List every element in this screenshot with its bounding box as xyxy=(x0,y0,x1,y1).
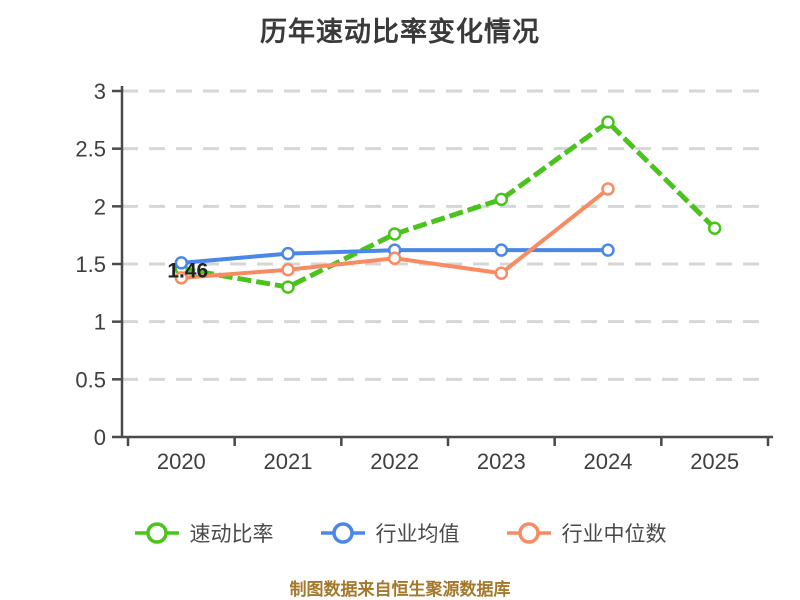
data-point-marker[interactable] xyxy=(281,280,295,294)
x-tick-label: 2020 xyxy=(157,449,206,474)
y-tick-label: 2.5 xyxy=(75,137,106,162)
legend-marker-industry-median-icon xyxy=(506,522,551,544)
y-tick-label: 0 xyxy=(94,425,106,450)
y-tick-label: 1.5 xyxy=(75,252,106,277)
x-tick-label: 2025 xyxy=(690,449,739,474)
data-point-marker[interactable] xyxy=(601,115,615,129)
legend: 速动比率 行业均值 行业中位数 xyxy=(0,518,800,548)
data-point-marker[interactable] xyxy=(707,221,722,235)
series-line xyxy=(180,119,717,290)
legend-item-industry-median[interactable]: 行业中位数 xyxy=(506,518,667,548)
data-point-marker[interactable] xyxy=(281,263,295,277)
legend-label-quick-ratio: 速动比率 xyxy=(189,523,274,546)
legend-label-industry-mean: 行业均值 xyxy=(375,523,460,546)
x-tick-label: 2022 xyxy=(370,449,419,474)
legend-marker-quick-ratio-icon xyxy=(134,522,179,544)
data-point-marker[interactable] xyxy=(174,271,189,285)
y-tick-label: 0.5 xyxy=(75,367,106,392)
chart-title: 历年速动比率变化情况 xyxy=(260,17,540,47)
data-source-note: 制图数据来自恒生聚源数据库 xyxy=(289,580,511,599)
data-point-marker[interactable] xyxy=(387,251,402,265)
x-tick-label: 2023 xyxy=(477,449,526,474)
data-point-marker[interactable] xyxy=(494,243,509,257)
legend-item-industry-mean[interactable]: 行业均值 xyxy=(320,518,460,548)
data-point-marker[interactable] xyxy=(494,192,509,207)
y-tick-label: 3 xyxy=(94,79,106,104)
y-tick-label: 1 xyxy=(94,310,106,335)
x-tick-label: 2024 xyxy=(584,449,633,474)
data-point-marker[interactable] xyxy=(387,227,402,241)
data-point-marker[interactable] xyxy=(174,256,189,270)
y-tick-label: 2 xyxy=(94,194,106,219)
x-tick-label: 2021 xyxy=(264,449,313,474)
legend-label-industry-median: 行业中位数 xyxy=(561,523,667,546)
data-point-marker[interactable] xyxy=(601,182,615,196)
data-point-label: 1.46 xyxy=(167,260,208,283)
legend-marker-industry-mean-icon xyxy=(320,522,365,544)
data-point-marker[interactable] xyxy=(601,243,615,257)
data-point-marker[interactable] xyxy=(281,246,295,261)
data-point-marker[interactable] xyxy=(494,266,509,280)
legend-item-quick-ratio[interactable]: 速动比率 xyxy=(134,518,274,548)
chart-canvas: 0 0.5 1 1.5 2 2.5 3 2020 2021 2022 2023 2024 2025 1.4… xyxy=(75,79,773,474)
